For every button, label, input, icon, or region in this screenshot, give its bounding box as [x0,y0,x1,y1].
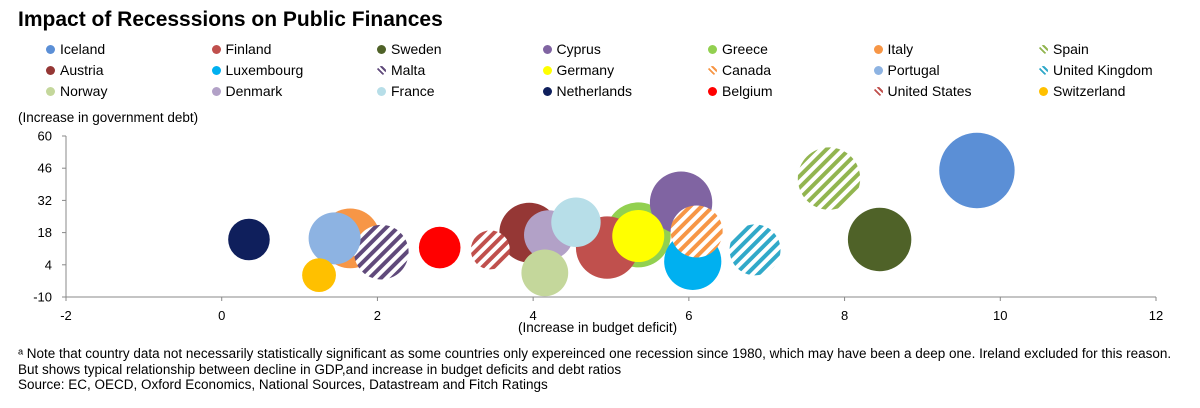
legend-marker [542,65,552,75]
bubble-iceland [939,132,1015,209]
legend-label: Netherlands [556,83,633,99]
legend-label: Canada [722,62,772,78]
footnote-note: ᵃ Note that country data not necessarily… [18,346,1172,377]
legend-item: Canada [708,62,771,78]
x-tick-label: 4 [530,308,537,323]
legend-label: Spain [1053,41,1089,57]
legend-item: Finland [211,41,272,57]
legend-item: Italy [873,41,914,57]
legend-marker [46,65,55,75]
x-tick-label: 12 [1149,308,1163,323]
bubble-spain [797,147,861,210]
legend-label: United Kingdom [1053,62,1153,78]
legend-marker [1039,86,1048,96]
legend-item: Austria [46,62,104,78]
legend-label: Belgium [722,83,773,99]
bubble-united-states [470,230,510,270]
legend-item: Luxembourg [211,62,304,78]
bubble-portugal [308,212,361,265]
legend-item: Netherlands [542,83,633,99]
legend-label: Iceland [60,41,106,57]
bubble-belgium [418,226,461,269]
x-tick-label: 8 [841,308,848,323]
x-tick-label: 0 [218,308,225,323]
legend-item: United Kingdom [1039,62,1153,78]
x-tick-label: 2 [374,308,381,323]
legend-item: Cyprus [542,41,601,57]
legend-marker [873,44,883,54]
y-tick-label: 32 [38,193,52,208]
x-axis-label: (Increase in budget deficit) [518,320,678,335]
legend-marker [211,65,221,75]
legend-label: Greece [722,41,768,57]
y-tick-label: -10 [33,290,52,305]
legend-label: France [391,83,435,99]
x-tick-label: 10 [993,308,1007,323]
legend-item: Iceland [46,41,105,57]
legend-marker [211,86,221,96]
bubble-germany [612,210,665,263]
chart-title: Impact of Recesssions on Public Finances [18,8,443,31]
legend-marker [708,65,717,75]
legend-marker [708,44,717,54]
legend-item: United States [873,83,972,99]
legend-marker [46,86,55,96]
x-tick-label: -2 [60,308,72,323]
x-tick-label: 6 [685,308,692,323]
y-tick-label: 18 [38,225,52,240]
legend-marker [1039,65,1048,75]
footnote-source: Source: EC, OECD, Oxford Economics, Nati… [18,377,548,392]
legend-marker [873,86,883,96]
bubble-canada [670,205,723,258]
legend-label: Denmark [225,83,283,99]
legend-item: Portugal [873,62,940,78]
legend-label: Malta [391,62,426,78]
legend-marker [542,86,552,96]
legend-marker [377,86,386,96]
legend-label: Italy [887,41,914,57]
legend-item: Switzerland [1039,83,1125,99]
legend-marker [46,44,55,54]
y-tick-label: 4 [45,257,52,272]
legend-marker [377,44,386,54]
legend-label: Germany [556,62,615,78]
bubble-switzerland [302,258,336,293]
legend-item: Spain [1039,41,1089,57]
legend-marker [708,86,717,96]
y-tick-label: 60 [38,129,52,144]
legend-label: Norway [60,83,108,99]
legend-label: Finland [225,41,272,57]
bubble-sweden [847,207,912,272]
bubble-netherlands [228,218,270,261]
legend-item: Belgium [708,83,773,99]
y-tick-label: 46 [38,161,52,176]
legend-item: Sweden [377,41,442,57]
y-axis-label: (Increase in government debt) [18,110,199,125]
legend-label: Switzerland [1053,83,1126,99]
bubble-norway [521,249,569,297]
bubble-malta [354,224,409,280]
legend-item: France [377,83,435,99]
legend-label: Luxembourg [225,62,304,78]
legend-marker [211,44,221,54]
bubble-france [551,197,601,247]
legend-marker [873,65,883,75]
legend-label: United States [887,83,972,99]
legend-marker [377,65,386,75]
legend-item: Malta [377,62,425,78]
legend-label: Sweden [391,41,442,57]
legend-marker [542,44,552,54]
legend-label: Cyprus [556,41,601,57]
legend-item: Germany [542,62,615,78]
legend-item: Denmark [211,83,283,99]
footnote: ᵃ Note that country data not necessarily… [18,346,1188,393]
legend-item: Norway [46,83,107,99]
bubble-united-kingdom [729,224,781,276]
legend-label: Austria [60,62,104,78]
legend-item: Greece [708,41,768,57]
legend-label: Portugal [887,62,940,78]
legend-marker [1039,44,1048,54]
